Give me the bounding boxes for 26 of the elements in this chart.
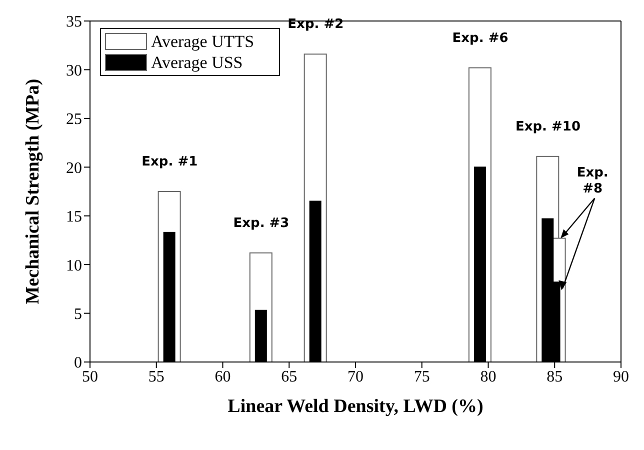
y-tick-label: 25 — [66, 111, 82, 128]
annotation: Exp. #10 — [515, 119, 581, 134]
legend-label: Average USS — [151, 52, 243, 73]
y-tick-label: 20 — [66, 160, 82, 177]
annotation: Exp. #6 — [452, 30, 508, 46]
y-tick-label: 5 — [74, 306, 82, 323]
x-tick-label: 65 — [281, 368, 298, 386]
y-tick-label: 0 — [74, 354, 82, 372]
annotation: Exp. #1 — [142, 154, 198, 170]
y-tick-label: 30 — [66, 62, 82, 80]
y-axis-title: Mechanical Strength (MPa) — [22, 78, 44, 304]
y-tick-label: 10 — [66, 257, 82, 274]
annotation: Exp. #3 — [233, 216, 290, 231]
legend-label: Average UTTS — [151, 31, 254, 52]
x-tick-label: 50 — [82, 368, 98, 386]
x-axis-title: Linear Weld Density, LWD (%) — [228, 396, 484, 417]
annotation: Exp. #8 — [576, 165, 608, 196]
x-tick-label: 85 — [546, 368, 563, 386]
x-tick-label: 55 — [148, 368, 164, 386]
x-tick-label: 80 — [480, 368, 496, 386]
y-tick-label: 35 — [66, 14, 82, 31]
x-tick-label: 60 — [214, 368, 231, 386]
y-tick-label: 15 — [66, 208, 82, 226]
x-tick-label: 90 — [613, 368, 629, 386]
x-tick-label: 75 — [414, 368, 430, 386]
x-tick-label: 70 — [348, 368, 364, 386]
